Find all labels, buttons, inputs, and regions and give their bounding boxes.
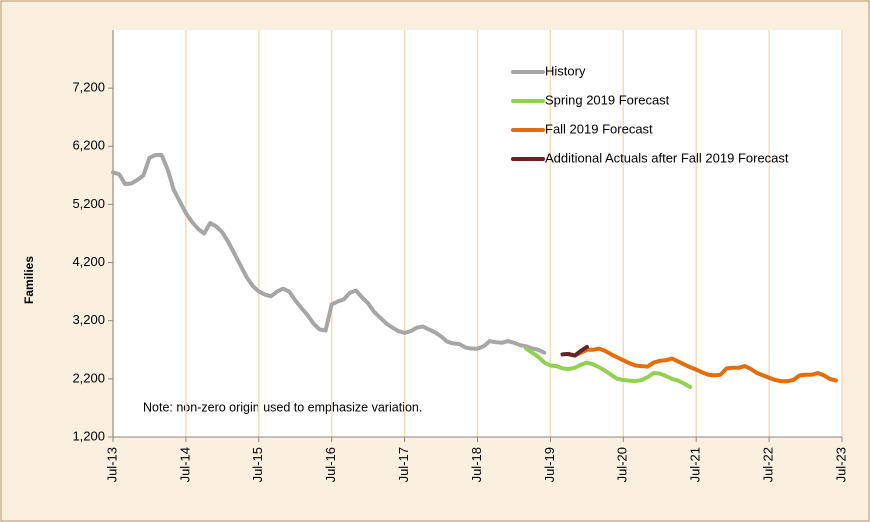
x-tick-label: Jul-19 (542, 447, 557, 482)
legend-label: Fall 2019 Forecast (545, 121, 653, 136)
y-tick-label: 1,200 (72, 428, 105, 443)
series-line (566, 346, 838, 384)
x-tick-label: Jul-18 (469, 447, 484, 482)
y-tick-label: 7,200 (72, 80, 105, 95)
legend-label: Spring 2019 Forecast (545, 92, 670, 107)
x-tick-label: Jul-17 (396, 447, 411, 482)
x-tick-label: Jul-21 (688, 447, 703, 482)
y-tick-label: 5,200 (72, 196, 105, 211)
y-tick-label: 4,200 (72, 254, 105, 269)
x-tick-label: Jul-16 (323, 447, 338, 482)
y-tick-label: 6,200 (72, 138, 105, 153)
x-tick-label: Jul-15 (250, 447, 265, 482)
x-tick-label: Jul-20 (615, 447, 630, 482)
series-line (524, 346, 693, 389)
y-tick-label: 2,200 (72, 370, 105, 385)
x-tick-label: Jul-22 (761, 447, 776, 482)
x-tick-label: Jul-23 (833, 447, 848, 482)
legend-label: History (545, 63, 586, 78)
x-tick-label: Jul-14 (177, 447, 192, 482)
y-axis-label: Families (22, 256, 36, 304)
note: Note: non-zero origin used to emphasize … (143, 400, 422, 414)
series-line (560, 344, 589, 358)
y-tick-label: 3,200 (72, 312, 105, 327)
legend: History Spring 2019 Forecast Fall 2019 For… (511, 63, 789, 165)
legend-label: Additional Actuals after Fall 2019 Forec… (545, 150, 789, 165)
x-tick-label: Jul-13 (104, 447, 119, 482)
series-line (111, 153, 547, 355)
